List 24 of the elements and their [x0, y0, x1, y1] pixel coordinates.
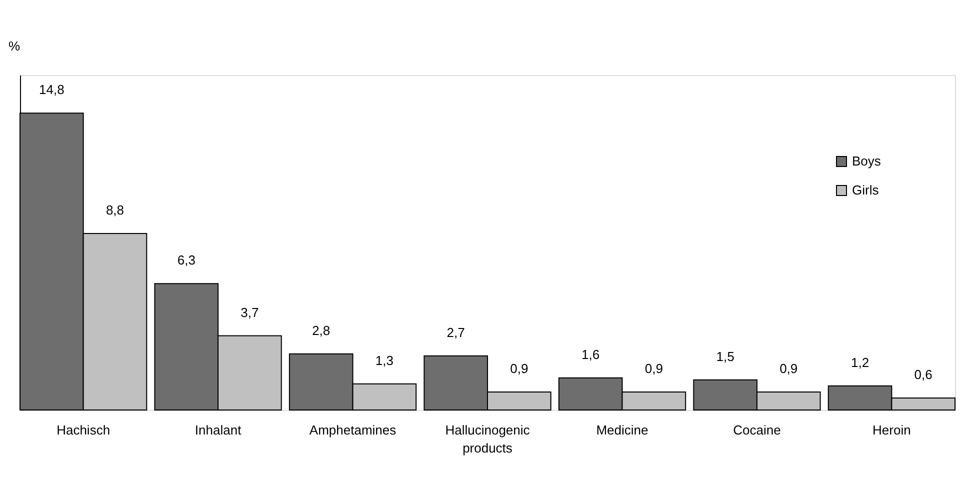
- data-label: 0,9: [510, 360, 528, 376]
- x-tick-label: Heroin: [872, 422, 911, 438]
- data-label: 2,7: [446, 324, 465, 340]
- data-label: 1,2: [850, 354, 870, 370]
- legend-label: Boys: [852, 154, 882, 168]
- x-tick-label: Amphetamines: [309, 422, 397, 438]
- data-label: 6,3: [177, 252, 196, 268]
- x-tick-label: Hachisch: [56, 422, 110, 438]
- x-tick-label: Cocaine: [733, 422, 781, 438]
- data-label: 1,5: [716, 348, 734, 364]
- data-label: 0,9: [644, 360, 663, 376]
- data-label: 2,8: [312, 322, 330, 338]
- legend-label: Girls: [852, 182, 880, 198]
- data-label: 8,8: [106, 202, 124, 218]
- x-tick-label: Inhalant: [194, 422, 242, 438]
- data-label: 0,6: [914, 366, 932, 382]
- data-label: 14,8: [39, 82, 64, 98]
- data-label: 3,7: [240, 304, 259, 320]
- x-tick-label: Hallucinogenic products: [445, 422, 530, 456]
- data-label: 1,3: [375, 352, 394, 368]
- x-tick-label: Medicine: [596, 422, 648, 438]
- data-label: 1,6: [582, 346, 600, 362]
- data-label: 0,9: [780, 360, 798, 376]
- y-axis-title: %: [8, 38, 20, 54]
